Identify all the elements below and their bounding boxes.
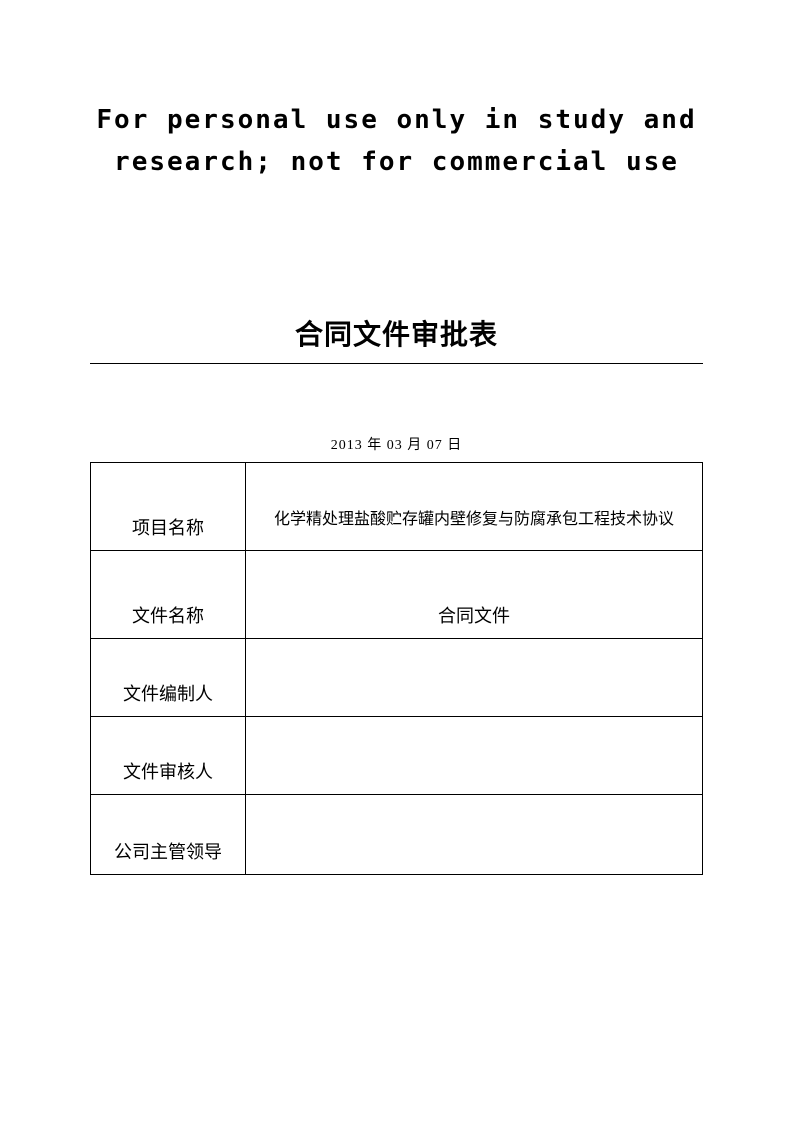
row-label-file-reviewer: 文件审核人: [91, 717, 246, 795]
disclaimer-line-1: For personal use only in study and: [90, 100, 703, 142]
row-label-project-name: 项目名称: [91, 463, 246, 551]
document-page: For personal use only in study and resea…: [0, 0, 793, 875]
disclaimer-text: For personal use only in study and resea…: [90, 100, 703, 183]
row-label-file-name: 文件名称: [91, 551, 246, 639]
row-value-file-author: [246, 639, 703, 717]
row-value-project-name: 化学精处理盐酸贮存罐内壁修复与防腐承包工程技术协议: [246, 463, 703, 551]
approval-table: 项目名称 化学精处理盐酸贮存罐内壁修复与防腐承包工程技术协议 文件名称 合同文件…: [90, 462, 703, 875]
row-value-file-reviewer: [246, 717, 703, 795]
table-row: 文件名称 合同文件: [91, 551, 703, 639]
table-row: 项目名称 化学精处理盐酸贮存罐内壁修复与防腐承包工程技术协议: [91, 463, 703, 551]
title-section: 合同文件审批表: [90, 313, 703, 364]
row-label-company-leader: 公司主管领导: [91, 795, 246, 875]
table-row: 文件审核人: [91, 717, 703, 795]
row-label-file-author: 文件编制人: [91, 639, 246, 717]
disclaimer-line-2: research; not for commercial use: [90, 142, 703, 184]
date-text: 2013 年 03 月 07 日: [90, 434, 703, 454]
table-row: 公司主管领导: [91, 795, 703, 875]
row-value-company-leader: [246, 795, 703, 875]
main-title: 合同文件审批表: [90, 313, 703, 353]
row-value-file-name: 合同文件: [246, 551, 703, 639]
table-row: 文件编制人: [91, 639, 703, 717]
